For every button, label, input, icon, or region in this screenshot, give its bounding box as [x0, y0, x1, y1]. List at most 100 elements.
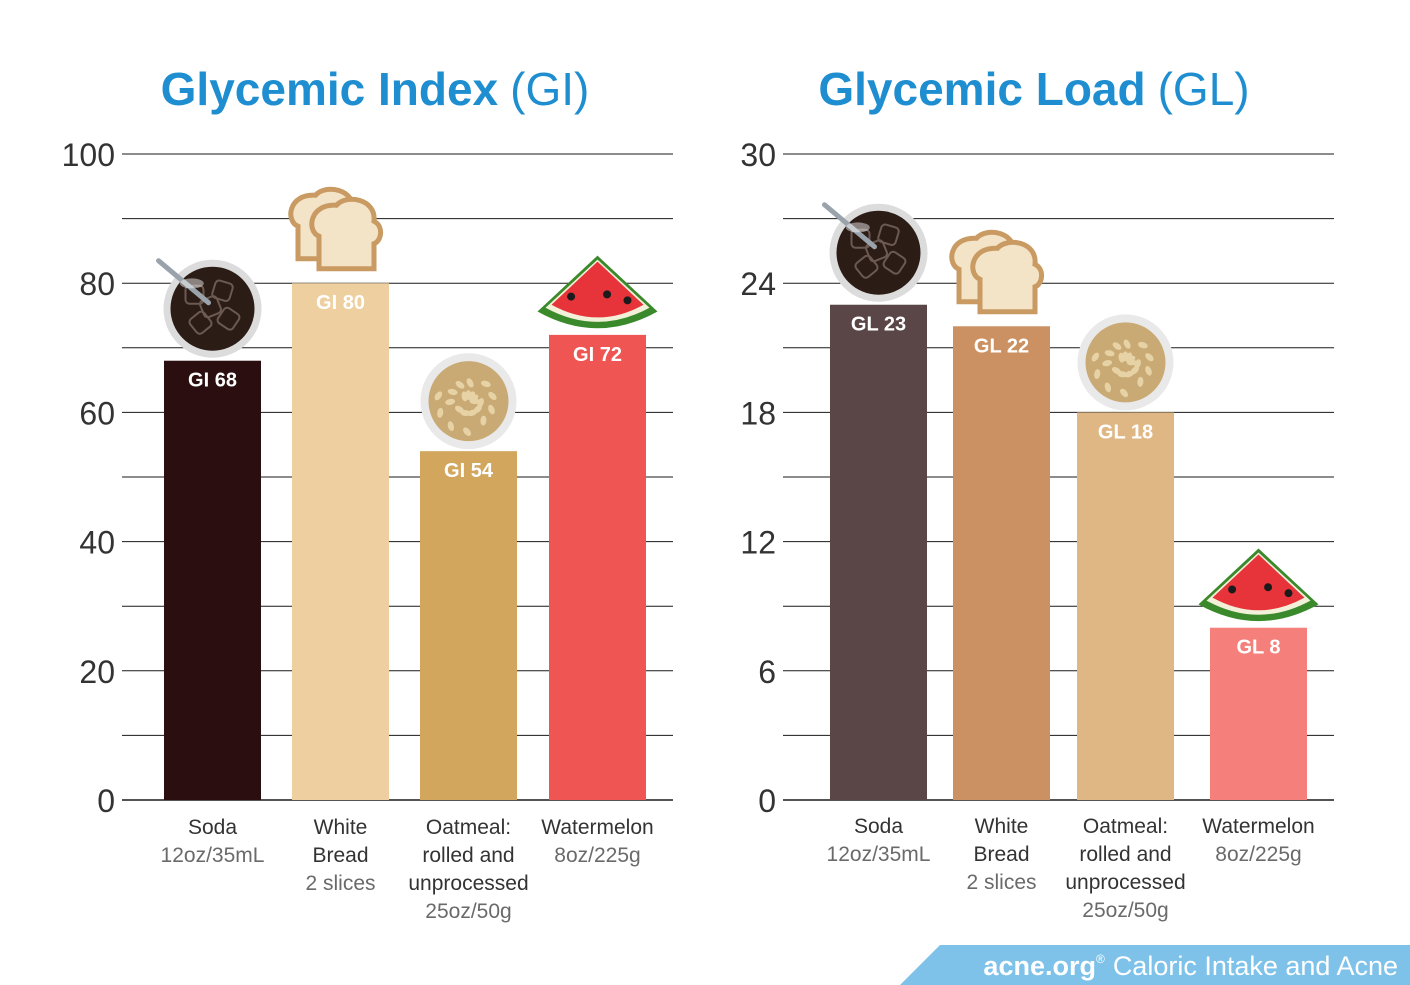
oat-flake — [477, 398, 484, 408]
seed — [1228, 585, 1237, 594]
bread-slice — [309, 196, 384, 272]
bar — [420, 451, 517, 800]
flesh — [1212, 554, 1305, 611]
y-tick-label: 60 — [79, 395, 115, 431]
bar-data-label: GL 8 — [1236, 637, 1280, 659]
oats — [428, 361, 509, 442]
y-tick-label: 0 — [758, 783, 776, 819]
category-sublabel: 12oz/35mL — [827, 843, 931, 866]
oat-flake — [1094, 369, 1101, 380]
oat-flake — [480, 415, 487, 426]
oat-flake — [1145, 353, 1154, 362]
y-tick-label: 80 — [79, 266, 115, 302]
oat-flake — [1102, 360, 1113, 367]
seed — [567, 292, 576, 301]
category-label: Bread — [973, 843, 1029, 866]
oat-flake — [488, 391, 497, 400]
glass-glare — [179, 278, 204, 289]
straw — [822, 202, 877, 250]
oat-flake — [461, 391, 468, 402]
oat-flake — [466, 378, 474, 388]
category-label: Soda — [854, 815, 903, 838]
oat-flake — [437, 407, 444, 418]
category-label: Watermelon — [1202, 815, 1314, 838]
oat-flake — [1091, 352, 1100, 362]
oat-flake — [481, 380, 491, 388]
bar — [953, 326, 1050, 800]
y-tick-label: 18 — [740, 395, 776, 431]
oat-flake — [434, 391, 443, 401]
oat-flake — [1123, 339, 1131, 349]
category-label: Bread — [312, 844, 368, 867]
oat-flake — [1118, 352, 1125, 363]
oat-flake — [1134, 359, 1141, 369]
bar-data-label: GI 72 — [573, 344, 622, 366]
soda-glass-icon — [822, 202, 928, 302]
oats — [1085, 322, 1166, 403]
chart-2: Glycemic Load (GL) 0 6 12 18 24 30 GL 23 Soda 12oz… — [740, 63, 1334, 922]
chart-title-main: Glycemic Load — [818, 63, 1145, 115]
oat-flake — [1145, 366, 1152, 376]
category-label: unprocessed — [408, 872, 528, 895]
category-sublabel: 25oz/50g — [1082, 899, 1168, 922]
ice-cube — [877, 223, 900, 246]
category-sublabel: 12oz/35mL — [161, 844, 265, 867]
chart-1: Glycemic Index (GI) 0 20 40 60 80 100 GI 68 Soda 1… — [62, 63, 673, 923]
category-label: unprocessed — [1065, 871, 1185, 894]
ice-cube — [850, 228, 871, 249]
bar — [164, 360, 261, 800]
chart-title-suffix: (GI) — [510, 63, 589, 115]
oatmeal-bowl-icon — [1077, 314, 1174, 411]
oat-flake — [1120, 388, 1129, 398]
ice-cube — [211, 279, 234, 302]
category-sublabel: 2 slices — [305, 872, 375, 895]
category-label: Oatmeal: — [1083, 815, 1168, 838]
category-sublabel: 8oz/225g — [1215, 843, 1301, 866]
chart-title: Glycemic Load (GL) — [818, 63, 1249, 115]
y-tick-label: 12 — [740, 525, 776, 561]
flesh — [551, 261, 644, 318]
oat-flake — [463, 427, 472, 436]
bar — [1210, 627, 1307, 800]
bread-slices-icon — [949, 229, 1045, 315]
category-sublabel: 2 slices — [966, 871, 1036, 894]
category-sublabel: 8oz/225g — [554, 844, 640, 867]
chart-title-suffix: (GL) — [1158, 63, 1250, 115]
glass-glare — [845, 222, 870, 233]
y-tick-label: 40 — [79, 525, 115, 561]
chart-title: Glycemic Index (GI) — [161, 63, 590, 115]
oatmeal-bowl-icon — [420, 353, 517, 450]
seed — [1284, 589, 1293, 598]
category-label: Soda — [188, 816, 237, 839]
category-label: rolled and — [422, 844, 514, 867]
oat-flake — [447, 421, 455, 432]
category-label: White — [975, 815, 1029, 838]
bar — [549, 334, 646, 800]
ice-cube — [184, 284, 205, 305]
bar-data-label: GL 18 — [1098, 421, 1153, 443]
watermelon-slice-icon — [1198, 548, 1319, 622]
category-label: Oatmeal: — [426, 816, 511, 839]
bar-data-label: GI 80 — [316, 292, 365, 314]
bar-data-label: GI 54 — [444, 460, 494, 482]
oat-flake — [455, 381, 465, 389]
y-tick-label: 20 — [79, 654, 115, 690]
watermelon-slice-icon — [537, 255, 658, 329]
bar — [292, 283, 389, 800]
oat-flake — [447, 388, 458, 396]
y-tick-label: 24 — [740, 266, 776, 302]
y-tick-label: 100 — [62, 137, 115, 173]
oat-flake — [1138, 341, 1148, 349]
category-label: Watermelon — [541, 816, 653, 839]
oat-flake — [445, 398, 456, 406]
bar-data-label: GL 22 — [974, 335, 1029, 357]
bar — [830, 304, 927, 800]
bar-data-label: GI 68 — [188, 370, 237, 392]
oat-flake — [1112, 342, 1122, 350]
seed — [623, 296, 632, 305]
straw — [156, 258, 211, 306]
bar-data-label: GL 23 — [851, 314, 906, 336]
bread-slices-icon — [288, 186, 384, 272]
y-tick-label: 6 — [758, 654, 776, 690]
